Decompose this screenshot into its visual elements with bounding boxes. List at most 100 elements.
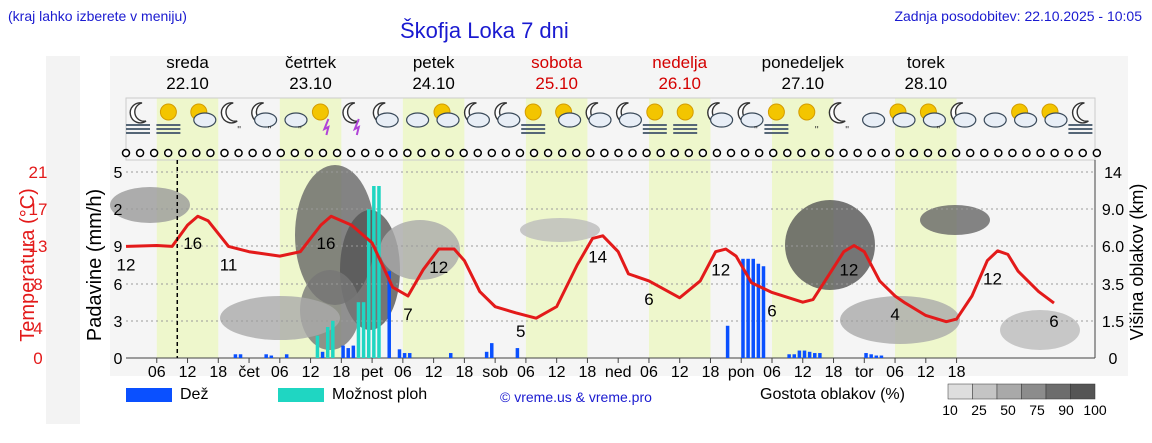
day-name-5: ponedeljek <box>762 53 845 72</box>
x-tick-label: ned <box>605 364 632 381</box>
legend-rain-label: Dež <box>180 386 209 403</box>
sun-fog-icon <box>764 103 789 134</box>
day-date-6: 28.10 <box>905 74 948 93</box>
rain-bar <box>818 353 822 358</box>
sun-shape <box>311 103 329 121</box>
wind-calm-marker <box>825 148 834 158</box>
wind-calm-marker <box>909 148 919 158</box>
wind-calm-marker <box>1022 148 1031 158</box>
x-tick-label: tor <box>855 364 874 381</box>
copyright-link[interactable]: © vreme.us & vreme.pro <box>500 389 652 405</box>
cloud-overcast-icon <box>983 112 1007 128</box>
wind-calm-marker <box>600 148 609 158</box>
temperature-label: 7 <box>403 305 412 324</box>
wind-calm-marker <box>726 148 736 158</box>
wind-calm-marker <box>980 148 989 158</box>
wind-calm-marker <box>234 148 243 158</box>
temperature-tick: 4 <box>33 319 42 338</box>
wind-calm-marker <box>1078 148 1088 158</box>
x-tick-label: čet <box>238 364 260 381</box>
x-tick-label: 12 <box>179 364 197 381</box>
cloud-density-tick: 50 <box>1000 402 1016 418</box>
drizzle-mark: '' <box>754 125 758 136</box>
x-tick-label: 18 <box>702 364 720 381</box>
rain-bar <box>787 354 791 358</box>
sun-cloud-icon <box>1041 103 1068 128</box>
lightning-bolt <box>352 118 361 136</box>
wind-calm-marker <box>178 148 187 158</box>
cloud-density-area <box>1000 310 1080 350</box>
temperature-label: 12 <box>117 255 136 274</box>
temperature-label: 4 <box>890 305 899 324</box>
sun-cloud-icon <box>433 103 460 128</box>
rain-bar <box>402 353 407 358</box>
wind-calm-marker <box>290 148 300 158</box>
day-date-2: 24.10 <box>412 74 455 93</box>
x-tick-label: 12 <box>917 364 935 381</box>
cloud-shape <box>983 112 1007 128</box>
wind-calm-marker <box>515 148 525 158</box>
chart-title: Škofja Loka 7 dni <box>400 18 569 43</box>
wind-calm-marker <box>389 148 398 158</box>
x-tick-label: 06 <box>271 364 289 381</box>
moon-drizzle-icon: '' <box>220 102 241 136</box>
wind-calm-marker <box>360 148 370 158</box>
x-tick-label: 12 <box>425 364 443 381</box>
legend-showers: Možnost ploh <box>278 386 427 404</box>
moon-fog-icon <box>126 102 150 134</box>
wind-calm-marker <box>684 148 694 158</box>
cloud-shape <box>1044 112 1068 128</box>
temperature-label: 12 <box>711 261 730 280</box>
wind-calm-marker <box>656 148 665 158</box>
shower-bar <box>372 186 376 358</box>
shower-bar <box>315 335 320 358</box>
x-tick-label: 12 <box>302 364 320 381</box>
sun-shape <box>646 103 664 121</box>
temperature-tick: 17 <box>29 200 48 219</box>
rain-bar <box>807 351 812 358</box>
shower-bar <box>356 302 361 358</box>
shower-bar <box>331 320 335 358</box>
wind-calm-marker <box>1050 148 1059 158</box>
moon-fog-icon <box>1068 102 1093 134</box>
sun-cloud-icon <box>555 103 582 128</box>
moon-shape <box>220 102 238 124</box>
temperature-tick: 13 <box>29 237 48 256</box>
temperature-label: 16 <box>183 234 202 253</box>
cloud-shape <box>740 112 764 128</box>
temperature-label: 16 <box>316 234 335 253</box>
moon-cloud-icon <box>615 102 643 128</box>
cloud-height-tick: 6.0 <box>1102 239 1124 256</box>
legend-showers-swatch <box>278 387 324 402</box>
sun-cloud-icon <box>190 103 217 128</box>
rain-bar <box>792 354 797 358</box>
sun-fog-icon <box>156 103 181 134</box>
drizzle-mark: '' <box>237 125 241 136</box>
wind-calm-marker <box>895 148 905 158</box>
x-tick-label: pon <box>728 364 755 381</box>
cloud-density-swatch <box>1070 383 1096 400</box>
rain-bar <box>813 353 817 358</box>
moon-cloud-drizzle-icon: '' <box>251 102 278 136</box>
rain-bar <box>387 271 391 358</box>
rain-bar <box>284 354 289 358</box>
wind-calm-marker <box>501 148 511 158</box>
cloud-density-tick: 90 <box>1058 402 1074 418</box>
temperature-label: 6 <box>1049 312 1058 331</box>
temperature-label: 12 <box>839 261 858 280</box>
cloud-shape <box>284 112 308 128</box>
wind-calm-marker <box>149 148 159 158</box>
drizzle-mark: '' <box>815 125 819 136</box>
cloud-density-tick: 75 <box>1029 402 1045 418</box>
x-tick-label: 06 <box>640 364 658 381</box>
lightning-bolt <box>322 118 330 136</box>
rain-bar <box>797 350 802 358</box>
rain-bar <box>490 343 494 358</box>
day-date-0: 22.10 <box>166 74 209 93</box>
cloud-shape <box>254 112 278 128</box>
shower-bar <box>377 186 381 358</box>
wind-calm-marker <box>1036 148 1045 158</box>
location-hint[interactable]: (kraj lahko izberete v meniju) <box>8 8 187 24</box>
rain-bar <box>238 354 243 358</box>
